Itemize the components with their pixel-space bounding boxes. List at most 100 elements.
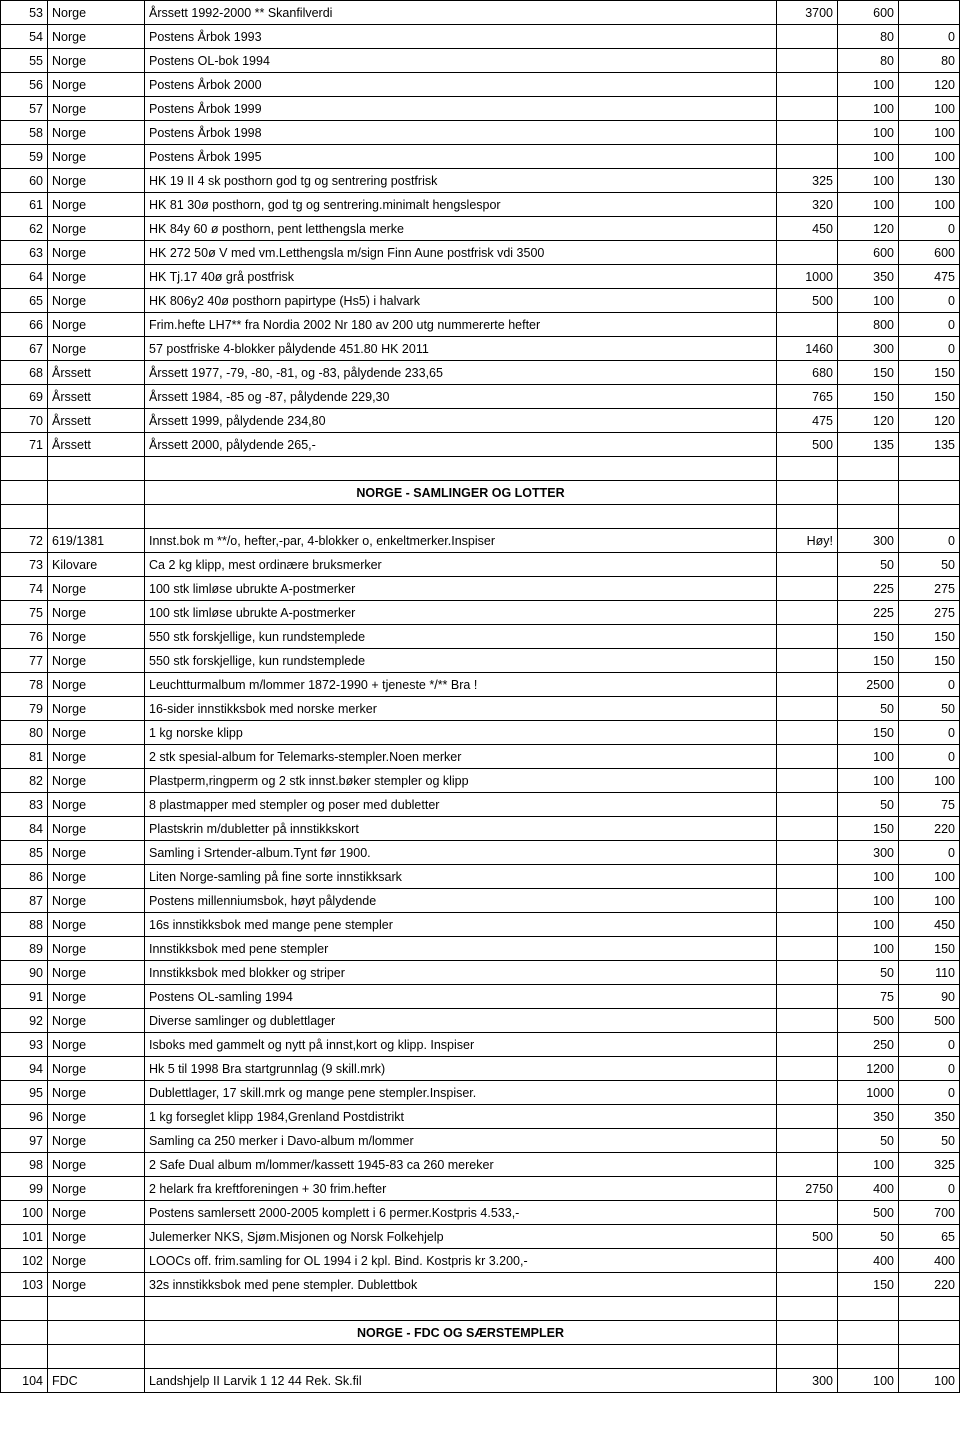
cell: Norge (48, 721, 145, 745)
table-row: 66NorgeFrim.hefte LH7** fra Nordia 2002 … (1, 313, 960, 337)
cell: 54 (1, 25, 48, 49)
table-row: 90NorgeInnstikksbok med blokker og strip… (1, 961, 960, 985)
cell: 63 (1, 241, 48, 265)
cell (777, 49, 838, 73)
cell: 65 (1, 289, 48, 313)
cell: 500 (838, 1009, 899, 1033)
cell: Norge (48, 937, 145, 961)
table-row: 58NorgePostens Årbok 1998100100 (1, 121, 960, 145)
empty-row (1, 1345, 960, 1369)
cell: 150 (838, 385, 899, 409)
cell: Norge (48, 1105, 145, 1129)
cell: Norge (48, 25, 145, 49)
cell: 100 (838, 97, 899, 121)
table-row: 71ÅrssettÅrssett 2000, pålydende 265,-50… (1, 433, 960, 457)
cell: 86 (1, 865, 48, 889)
cell: 600 (899, 241, 960, 265)
cell: Årssett 1984, -85 og -87, pålydende 229,… (145, 385, 777, 409)
table-row: 84NorgePlastskrin m/dubletter på innstik… (1, 817, 960, 841)
cell: Norge (48, 121, 145, 145)
cell: Frim.hefte LH7** fra Nordia 2002 Nr 180 … (145, 313, 777, 337)
cell (777, 697, 838, 721)
cell: Norge (48, 961, 145, 985)
table-row: 102NorgeLOOCs off. frim.samling for OL 1… (1, 1249, 960, 1273)
table-row: 86NorgeLiten Norge-samling på fine sorte… (1, 865, 960, 889)
cell: 100 (838, 865, 899, 889)
cell: 100 (899, 865, 960, 889)
cell: Liten Norge-samling på fine sorte innsti… (145, 865, 777, 889)
cell: 50 (899, 697, 960, 721)
cell: Årssett (48, 433, 145, 457)
cell: 0 (899, 313, 960, 337)
cell: 60 (1, 169, 48, 193)
cell: Norge (48, 1057, 145, 1081)
cell: 100 (899, 193, 960, 217)
cell: 59 (1, 145, 48, 169)
cell: Norge (48, 817, 145, 841)
cell: Norge (48, 49, 145, 73)
cell: 135 (899, 433, 960, 457)
cell: 50 (838, 553, 899, 577)
cell (777, 913, 838, 937)
cell: 150 (838, 649, 899, 673)
cell (777, 817, 838, 841)
cell: Norge (48, 1009, 145, 1033)
cell: 100 (899, 121, 960, 145)
table-row: 63NorgeHK 272 50ø V med vm.Letthengsla m… (1, 241, 960, 265)
table-row: 83Norge8 plastmapper med stempler og pos… (1, 793, 960, 817)
cell: 300 (838, 337, 899, 361)
table-row: 77Norge550 stk forskjellige, kun rundste… (1, 649, 960, 673)
cell: 72 (1, 529, 48, 553)
cell: 50 (899, 1129, 960, 1153)
cell: 1200 (838, 1057, 899, 1081)
cell: 0 (899, 25, 960, 49)
cell: Norge (48, 1081, 145, 1105)
cell: 100 (899, 145, 960, 169)
cell: 2 Safe Dual album m/lommer/kassett 1945-… (145, 1153, 777, 1177)
cell: 120 (838, 409, 899, 433)
cell: 79 (1, 697, 48, 721)
cell (777, 793, 838, 817)
table-row: 99Norge2 helark fra kreftforeningen + 30… (1, 1177, 960, 1201)
cell: HK 81 30ø posthorn, god tg og sentrering… (145, 193, 777, 217)
cell: 89 (1, 937, 48, 961)
cell: 98 (1, 1153, 48, 1177)
cell (777, 553, 838, 577)
table-row: 100NorgePostens samlersett 2000-2005 kom… (1, 1201, 960, 1225)
cell: 50 (838, 961, 899, 985)
cell (777, 769, 838, 793)
cell: 104 (1, 1369, 48, 1393)
cell (777, 313, 838, 337)
cell: 92 (1, 1009, 48, 1033)
cell: HK 19 II 4 sk posthorn god tg og sentrer… (145, 169, 777, 193)
cell (777, 1081, 838, 1105)
cell: 700 (899, 1201, 960, 1225)
cell: 100 (838, 193, 899, 217)
cell: 325 (777, 169, 838, 193)
cell: Norge (48, 145, 145, 169)
cell: HK Tj.17 40ø grå postfrisk (145, 265, 777, 289)
cell: Postens Årbok 1999 (145, 97, 777, 121)
cell: 100 (899, 889, 960, 913)
cell: 100 stk limløse ubrukte A-postmerker (145, 577, 777, 601)
cell: 100 (838, 121, 899, 145)
cell: 95 (1, 1081, 48, 1105)
cell: 275 (899, 601, 960, 625)
cell (777, 145, 838, 169)
cell: 550 stk forskjellige, kun rundstemplede (145, 649, 777, 673)
cell: Årssett 2000, pålydende 265,- (145, 433, 777, 457)
cell: 100 (838, 1369, 899, 1393)
cell: 50 (838, 793, 899, 817)
table-row: 93NorgeIsboks med gammelt og nytt på inn… (1, 1033, 960, 1057)
empty-row (1, 457, 960, 481)
cell: Norge (48, 97, 145, 121)
cell: 75 (1, 601, 48, 625)
cell: 2750 (777, 1177, 838, 1201)
cell: 91 (1, 985, 48, 1009)
cell: Norge (48, 577, 145, 601)
cell: Norge (48, 73, 145, 97)
table-row: 94NorgeHk 5 til 1998 Bra startgrunnlag (… (1, 1057, 960, 1081)
cell: 500 (777, 433, 838, 457)
cell: 53 (1, 1, 48, 25)
cell: 64 (1, 265, 48, 289)
